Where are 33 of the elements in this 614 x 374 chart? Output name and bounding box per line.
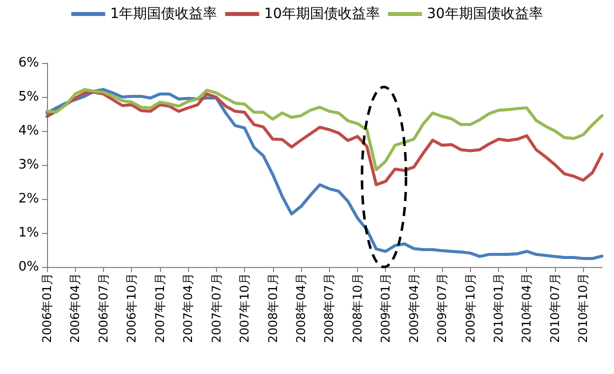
line-series	[46, 88, 604, 172]
x-tick-label: 2010年04月	[520, 273, 534, 343]
x-tick-label: 2007年07月	[209, 273, 224, 343]
legend-label: 1年期国债收益率	[110, 6, 218, 22]
x-tick-label: 2007年01月	[152, 273, 167, 343]
x-tick-label: 2010年10月	[576, 273, 590, 343]
x-tick-label: 2006年07月	[96, 273, 110, 343]
y-tick-label: 2%	[18, 192, 39, 206]
y-tick-label: 0%	[18, 260, 39, 274]
x-tick-label: 2006年01月	[40, 273, 54, 343]
line-series	[46, 88, 604, 260]
x-tick-label: 2009年01月	[378, 273, 393, 343]
x-tick-label: 2007年10月	[238, 273, 252, 343]
x-tick-label: 2007年04月	[181, 273, 196, 343]
x-tick-label: 2009年10月	[463, 273, 478, 343]
y-tick-label: 5%	[18, 90, 39, 104]
x-tick-label: 2008年07月	[322, 273, 336, 343]
x-tick-label: 2008年01月	[266, 273, 280, 343]
x-tick-label: 2006年04月	[68, 273, 82, 343]
y-tick-label: 3%	[18, 158, 39, 172]
y-tick-label: 4%	[18, 124, 39, 138]
y-tick-label: 1%	[18, 226, 39, 240]
legend-label: 30年期国债收益率	[426, 6, 543, 22]
x-tick-label: 2009年04月	[406, 273, 421, 343]
legend-label: 10年期国债收益率	[264, 6, 380, 22]
x-tick-label: 2010年07月	[548, 273, 562, 343]
x-tick-label: 2010年01月	[492, 273, 506, 343]
y-tick-label: 6%	[18, 56, 39, 70]
x-tick-label: 2008年10月	[350, 273, 364, 343]
x-tick-label: 2008年04月	[294, 273, 308, 343]
line-series	[46, 90, 604, 186]
x-tick-label: 2006年10月	[124, 273, 139, 343]
x-tick-label: 2009年07月	[435, 273, 450, 343]
